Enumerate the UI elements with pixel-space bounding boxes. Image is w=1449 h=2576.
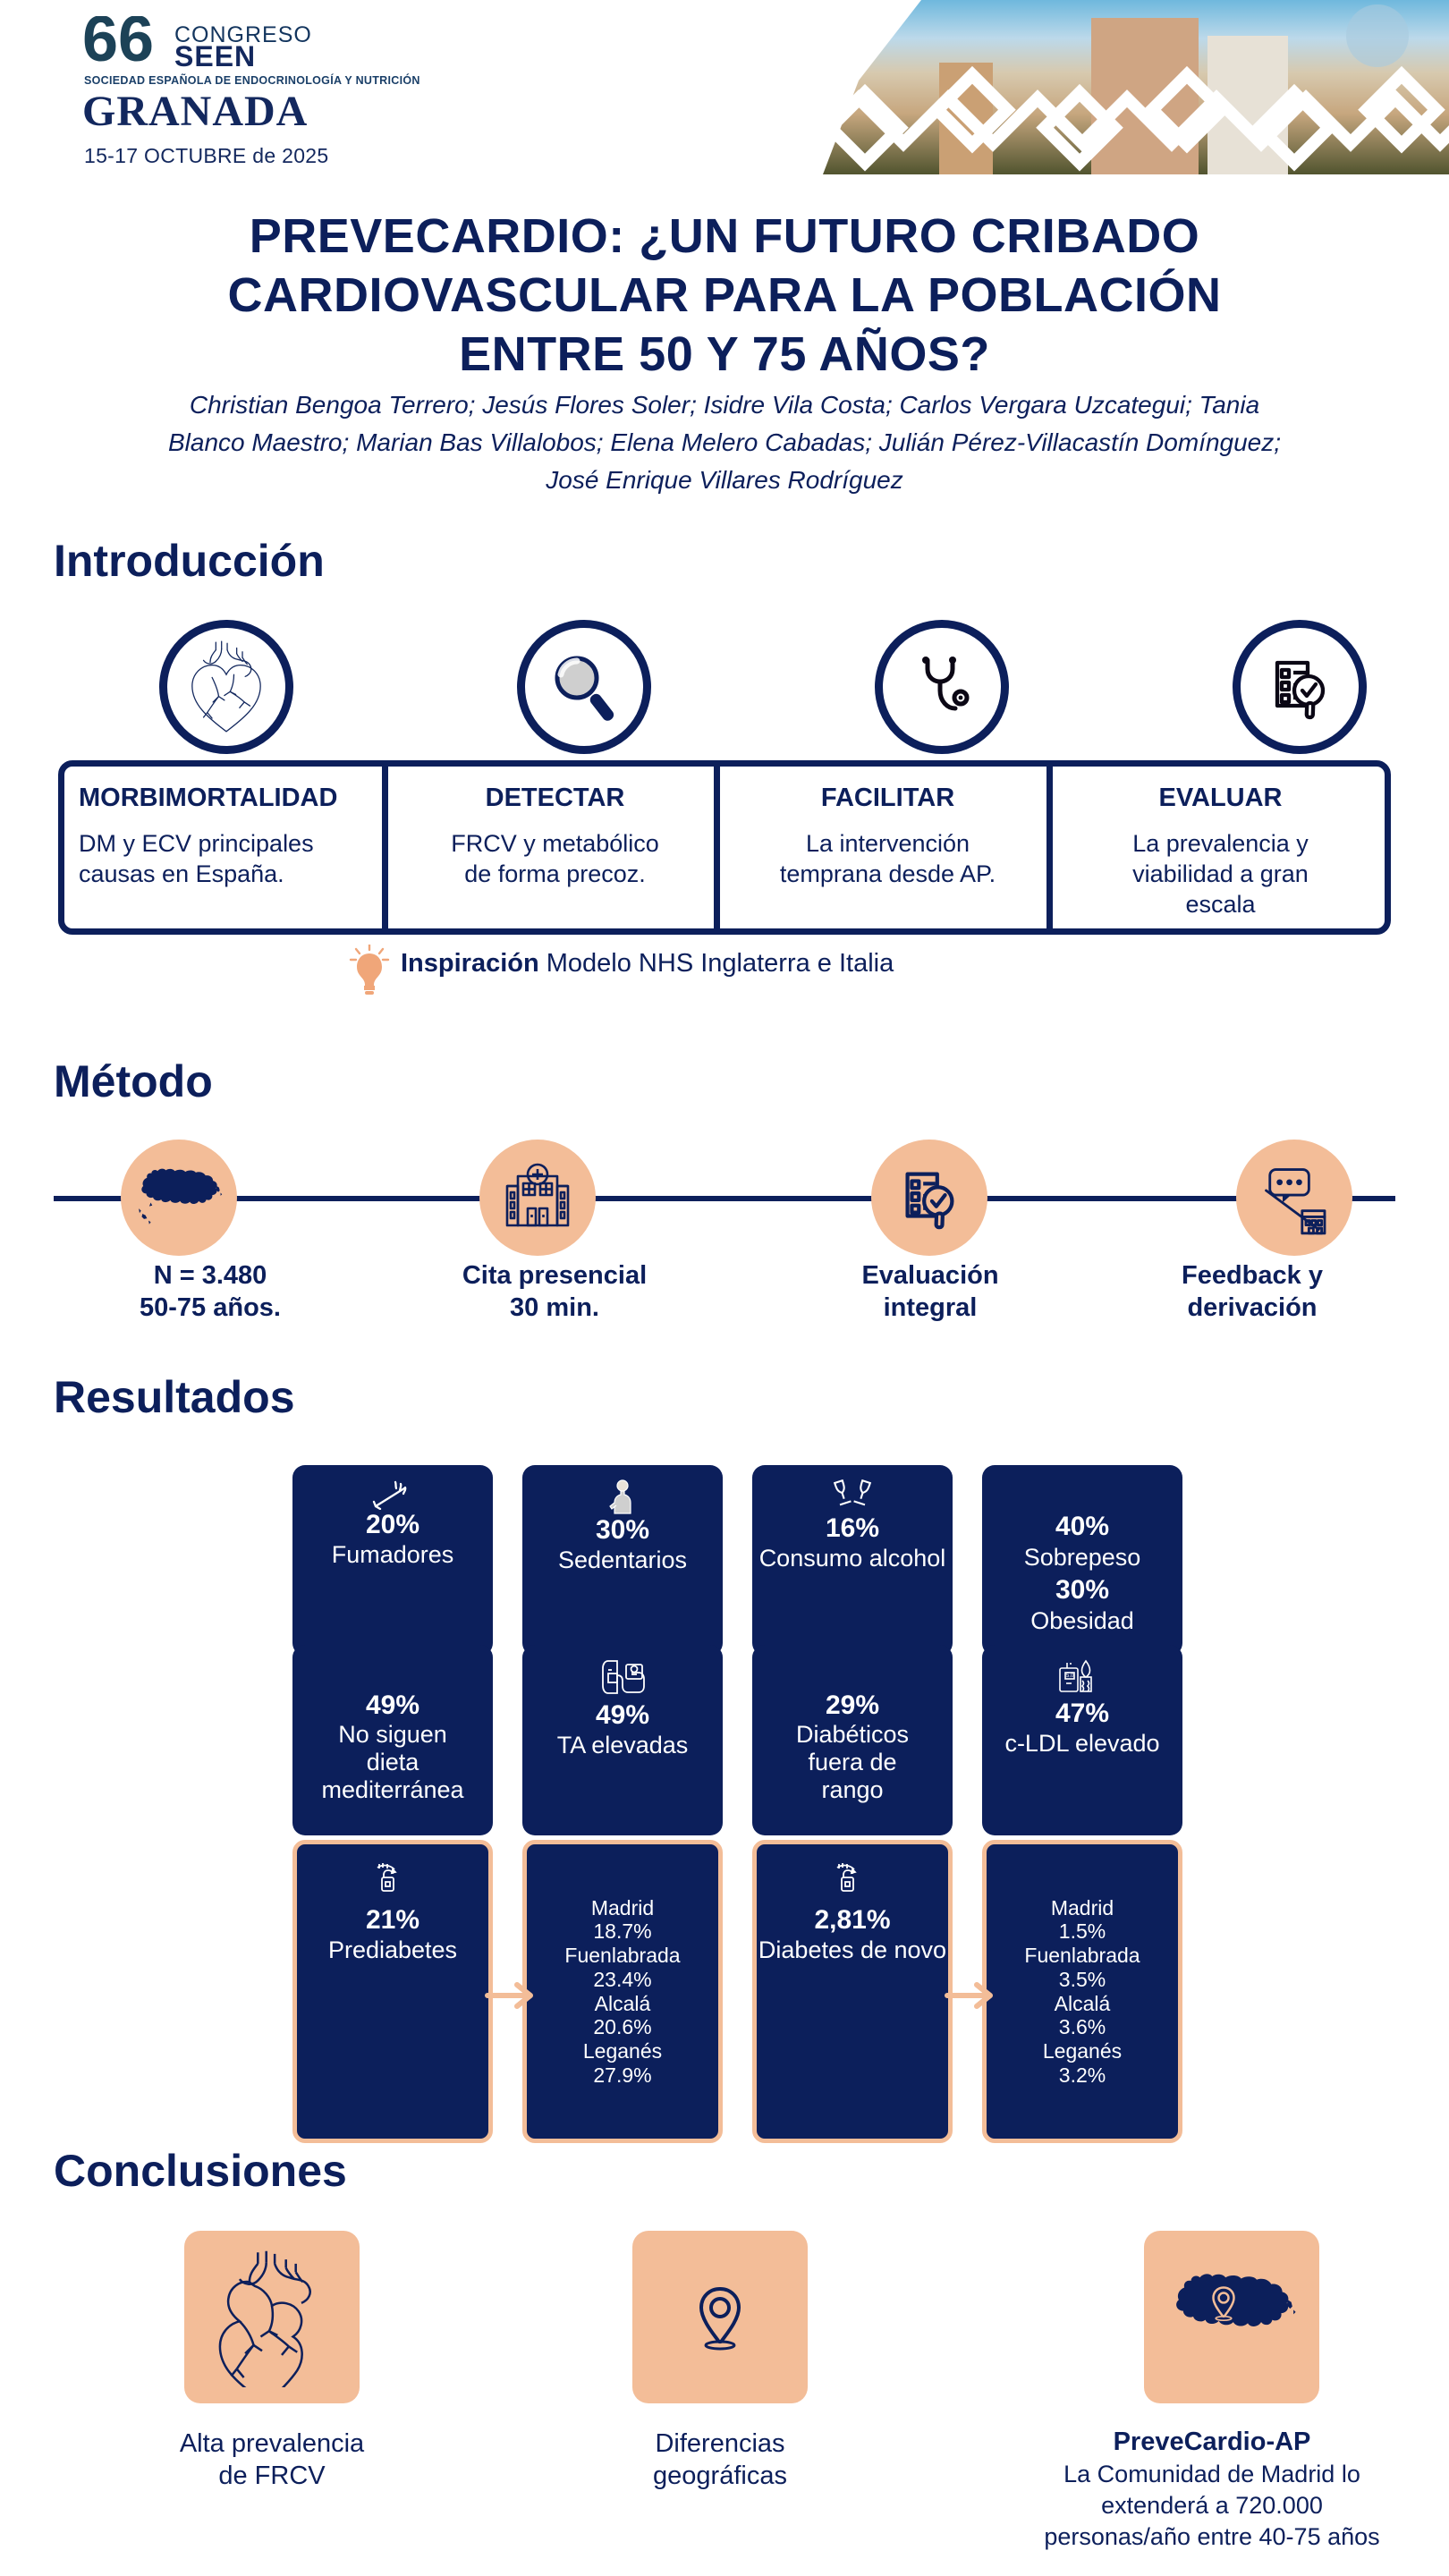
svg-text:5.0: 5.0 bbox=[1066, 1674, 1074, 1679]
svg-text:66: 66 bbox=[82, 16, 154, 70]
svg-text:SEEN: SEEN bbox=[174, 40, 256, 70]
